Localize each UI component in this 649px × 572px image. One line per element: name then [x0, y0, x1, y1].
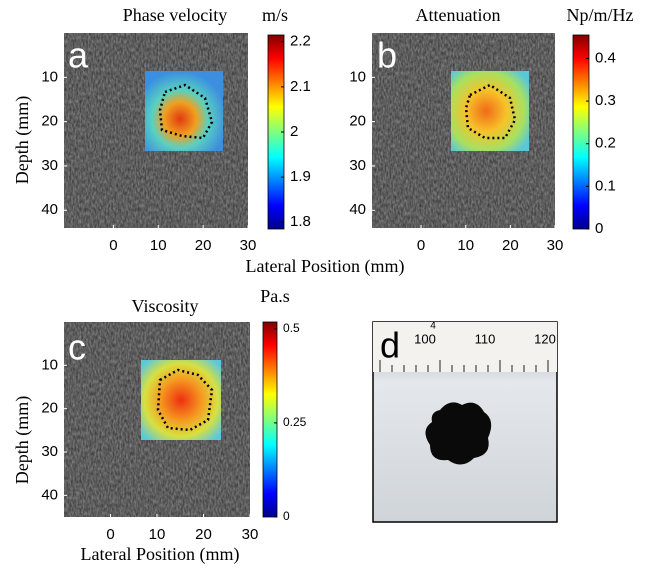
colorbar-tick-label: 0.1 [595, 177, 616, 194]
x-tick-label: 30 [547, 237, 564, 254]
ruler-label: 120 [534, 331, 556, 346]
panel-letter: d [380, 325, 400, 366]
ultrasound-a [64, 33, 248, 228]
x-tick-label: 10 [149, 526, 166, 543]
ultrasound-b [372, 33, 555, 228]
colorbar [262, 321, 278, 518]
y-tick-label: 10 [349, 68, 366, 85]
y-tick-label: 30 [41, 157, 58, 174]
x-tick-label: 10 [457, 237, 474, 254]
colorbar-unit: m/s [262, 5, 288, 25]
colorbar-tick-label: 0.5 [283, 321, 300, 335]
y-tick-label: 20 [349, 113, 366, 130]
y-tick-label: 30 [41, 443, 58, 460]
x-tick-label: 0 [106, 526, 114, 543]
panel-letter: c [68, 327, 86, 368]
colorbar-unit: Np/m/Hz [567, 5, 634, 25]
colorbar-tick-label: 0.4 [595, 49, 616, 66]
x-tick-label: 10 [150, 237, 167, 254]
panel-letter: a [68, 35, 89, 76]
ultrasound-c [64, 322, 250, 517]
y-tick-label: 20 [41, 400, 58, 417]
x-tick-label: 20 [502, 237, 519, 254]
x-tick-label: 0 [417, 237, 425, 254]
colorbar-tick-label: 1.8 [290, 213, 311, 230]
y-tick-label: 30 [349, 157, 366, 174]
ruler-label: 4 [430, 321, 436, 332]
y-tick-label: 40 [41, 486, 58, 503]
panel-title: Viscosity [132, 296, 199, 316]
colorbar-tick-label: 2 [290, 123, 298, 140]
colorbar [572, 34, 590, 230]
colorbar-tick-label: 0 [595, 220, 603, 237]
y-tick-label: 10 [41, 68, 58, 85]
y-tick-label: 40 [41, 201, 58, 218]
photo-d [372, 321, 558, 523]
x-tick-label: 20 [195, 237, 212, 254]
colorbar-tick-label: 1.9 [290, 168, 311, 185]
panel-letter: b [377, 35, 397, 76]
x-tick-label: 30 [240, 237, 257, 254]
ruler-label: 100 [414, 331, 436, 346]
colorbar-tick-label: 2.1 [290, 78, 311, 95]
x-tick-label: 20 [195, 526, 212, 543]
x-tick-label: 30 [242, 526, 259, 543]
colorbar-tick-label: 2.2 [290, 33, 311, 50]
colorbar-tick-label: 0.2 [595, 135, 616, 152]
colorbar-tick-label: 0.3 [595, 92, 616, 109]
y-tick-label: 20 [41, 113, 58, 130]
colorbar-tick-label: 0 [283, 509, 290, 523]
panel-title: Phase velocity [123, 5, 227, 25]
ruler-label: 110 [475, 331, 496, 346]
y-tick-label: 40 [349, 201, 366, 218]
panel-title: Attenuation [416, 5, 501, 25]
y-axis-label: Depth (mm) [12, 96, 33, 184]
y-axis-label: Depth (mm) [12, 396, 33, 484]
colorbar-unit: Pa.s [260, 286, 290, 306]
x-tick-label: 0 [109, 237, 117, 254]
colorbar-tick-label: 0.25 [283, 415, 307, 429]
x-axis-label: Lateral Position (mm) [246, 256, 405, 277]
x-axis-label: Lateral Position (mm) [81, 544, 240, 565]
y-tick-label: 10 [41, 356, 58, 373]
